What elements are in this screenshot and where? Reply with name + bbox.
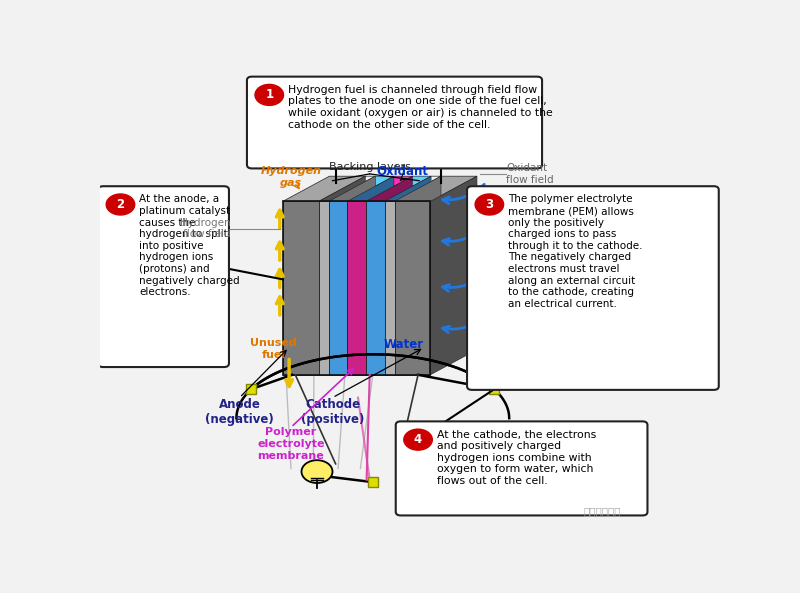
- Circle shape: [404, 429, 432, 450]
- Polygon shape: [329, 201, 347, 375]
- Polygon shape: [283, 176, 366, 201]
- Text: Hydrogen
flow field: Hydrogen flow field: [179, 218, 230, 240]
- Polygon shape: [366, 176, 413, 375]
- Polygon shape: [385, 201, 394, 375]
- Polygon shape: [366, 176, 431, 201]
- Polygon shape: [472, 321, 494, 337]
- Text: Polymer
electrolyte
membrane: Polymer electrolyte membrane: [258, 428, 325, 461]
- Circle shape: [255, 84, 283, 106]
- FancyBboxPatch shape: [98, 186, 229, 367]
- FancyBboxPatch shape: [247, 76, 542, 168]
- Polygon shape: [319, 201, 329, 375]
- Polygon shape: [394, 201, 430, 375]
- Text: At the anode, a
platinum catalyst
causes the
hydrogen to split
into positive
hyd: At the anode, a platinum catalyst causes…: [139, 195, 240, 297]
- Text: Anode
(negative): Anode (negative): [205, 398, 274, 426]
- Text: Backing layers: Backing layers: [329, 162, 410, 171]
- Circle shape: [302, 460, 333, 483]
- Text: At the cathode, the electrons
and positively charged
hydrogen ions combine with
: At the cathode, the electrons and positi…: [437, 429, 596, 486]
- Circle shape: [475, 194, 504, 215]
- Text: 2: 2: [116, 198, 125, 211]
- Text: Water: Water: [384, 338, 424, 351]
- Polygon shape: [347, 201, 366, 375]
- Polygon shape: [329, 176, 375, 375]
- Polygon shape: [385, 176, 431, 375]
- Polygon shape: [347, 176, 413, 201]
- Polygon shape: [394, 176, 441, 375]
- Text: Oxidant: Oxidant: [377, 165, 429, 178]
- Polygon shape: [430, 176, 477, 375]
- Circle shape: [106, 194, 134, 215]
- Polygon shape: [283, 201, 319, 375]
- Text: 1: 1: [265, 88, 274, 101]
- Text: 昕加创新中心: 昕加创新中心: [584, 506, 621, 517]
- Polygon shape: [329, 176, 394, 201]
- Text: Hydrogen
gas: Hydrogen gas: [261, 166, 322, 187]
- Text: The polymer electrolyte
membrane (PEM) allows
only the positively
charged ions t: The polymer electrolyte membrane (PEM) a…: [508, 195, 642, 309]
- Text: Unused
fuel: Unused fuel: [250, 338, 297, 360]
- Polygon shape: [366, 201, 385, 375]
- FancyBboxPatch shape: [396, 422, 647, 515]
- Text: 4: 4: [414, 433, 422, 446]
- Polygon shape: [394, 176, 477, 201]
- Polygon shape: [385, 176, 441, 201]
- Text: Oxidant
flow field: Oxidant flow field: [506, 163, 554, 184]
- Polygon shape: [347, 176, 394, 375]
- Text: 3: 3: [486, 198, 494, 211]
- Text: Cathode
(positive): Cathode (positive): [301, 398, 364, 426]
- Text: Hydrogen fuel is channeled through field flow
plates to the anode on one side of: Hydrogen fuel is channeled through field…: [288, 85, 553, 130]
- FancyBboxPatch shape: [467, 186, 718, 390]
- Polygon shape: [319, 176, 366, 375]
- Polygon shape: [319, 176, 375, 201]
